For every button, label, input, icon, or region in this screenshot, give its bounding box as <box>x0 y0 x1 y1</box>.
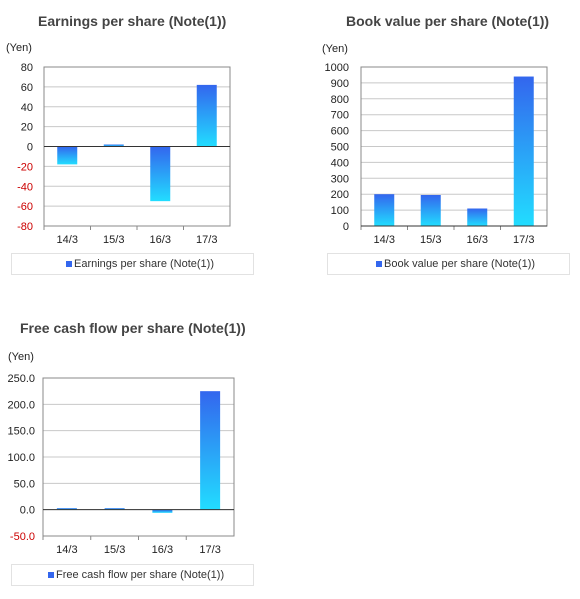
legend-swatch <box>376 261 382 267</box>
x-tick-label: 16/3 <box>467 234 488 246</box>
y-tick-label: 0 <box>343 221 349 233</box>
x-tick-label: 17/3 <box>196 234 217 246</box>
y-tick-label: 100.0 <box>7 452 35 464</box>
legend-label: Free cash flow per share (Note(1)) <box>56 569 225 581</box>
y-tick-label: 50.0 <box>14 478 35 490</box>
y-tick-label: 600 <box>331 126 349 138</box>
y-tick-label: 200 <box>331 189 349 201</box>
y-axis-unit: (Yen) <box>6 42 32 54</box>
y-tick-label: 250.0 <box>7 373 35 385</box>
bar <box>57 146 78 165</box>
y-tick-label: 200.0 <box>7 399 35 411</box>
y-tick-label: 80 <box>21 62 33 74</box>
y-tick-label: -20 <box>17 161 33 173</box>
y-axis-unit: (Yen) <box>8 351 34 363</box>
x-tick-label: 16/3 <box>150 234 171 246</box>
x-tick-label: 14/3 <box>374 234 395 246</box>
legend-swatch <box>66 261 72 267</box>
bar <box>513 76 534 226</box>
y-tick-label: 1000 <box>325 62 349 74</box>
y-tick-label: -60 <box>17 201 33 213</box>
y-tick-label: 400 <box>331 157 349 169</box>
x-tick-label: 14/3 <box>57 234 78 246</box>
legend-label: Earnings per share (Note(1)) <box>74 258 215 270</box>
y-tick-label: 100 <box>331 205 349 217</box>
y-tick-label: 900 <box>331 78 349 90</box>
chart-legend: Book value per share (Note(1)) <box>327 253 570 275</box>
x-tick-label: 15/3 <box>103 234 124 246</box>
y-tick-label: 20 <box>21 122 33 134</box>
bar <box>420 194 441 226</box>
y-tick-label: 800 <box>331 94 349 106</box>
bar <box>200 391 221 510</box>
y-tick-label: 700 <box>331 110 349 122</box>
bar <box>196 84 217 147</box>
chart-title: Earnings per share (Note(1)) <box>38 13 227 29</box>
y-tick-label: 60 <box>21 82 33 94</box>
y-tick-label: 0 <box>27 142 33 154</box>
chart-legend: Earnings per share (Note(1)) <box>11 253 254 275</box>
legend-swatch <box>48 572 54 578</box>
chart-legend: Free cash flow per share (Note(1)) <box>11 564 254 586</box>
x-tick-label: 15/3 <box>104 544 125 556</box>
bar <box>103 144 124 147</box>
x-tick-label: 17/3 <box>513 234 534 246</box>
y-axis-unit: (Yen) <box>322 43 348 55</box>
bar <box>104 508 125 510</box>
y-tick-label: 150.0 <box>7 426 35 438</box>
bar <box>374 194 395 226</box>
y-tick-label: -50.0 <box>10 531 35 543</box>
legend-label: Book value per share (Note(1)) <box>384 258 536 270</box>
bar <box>152 509 173 513</box>
y-tick-label: -80 <box>17 221 33 233</box>
x-tick-label: 14/3 <box>56 544 77 556</box>
y-tick-label: 0.0 <box>20 505 35 517</box>
x-tick-label: 15/3 <box>420 234 441 246</box>
bar <box>56 508 77 510</box>
x-tick-label: 17/3 <box>199 544 220 556</box>
y-tick-label: 300 <box>331 173 349 185</box>
y-tick-label: 40 <box>21 102 33 114</box>
bar <box>150 146 171 202</box>
bar <box>467 208 488 226</box>
x-tick-label: 16/3 <box>152 544 173 556</box>
chart-title: Book value per share (Note(1)) <box>346 13 550 29</box>
y-tick-label: 500 <box>331 142 349 154</box>
chart-title: Free cash flow per share (Note(1)) <box>20 320 246 336</box>
y-tick-label: -40 <box>17 181 33 193</box>
